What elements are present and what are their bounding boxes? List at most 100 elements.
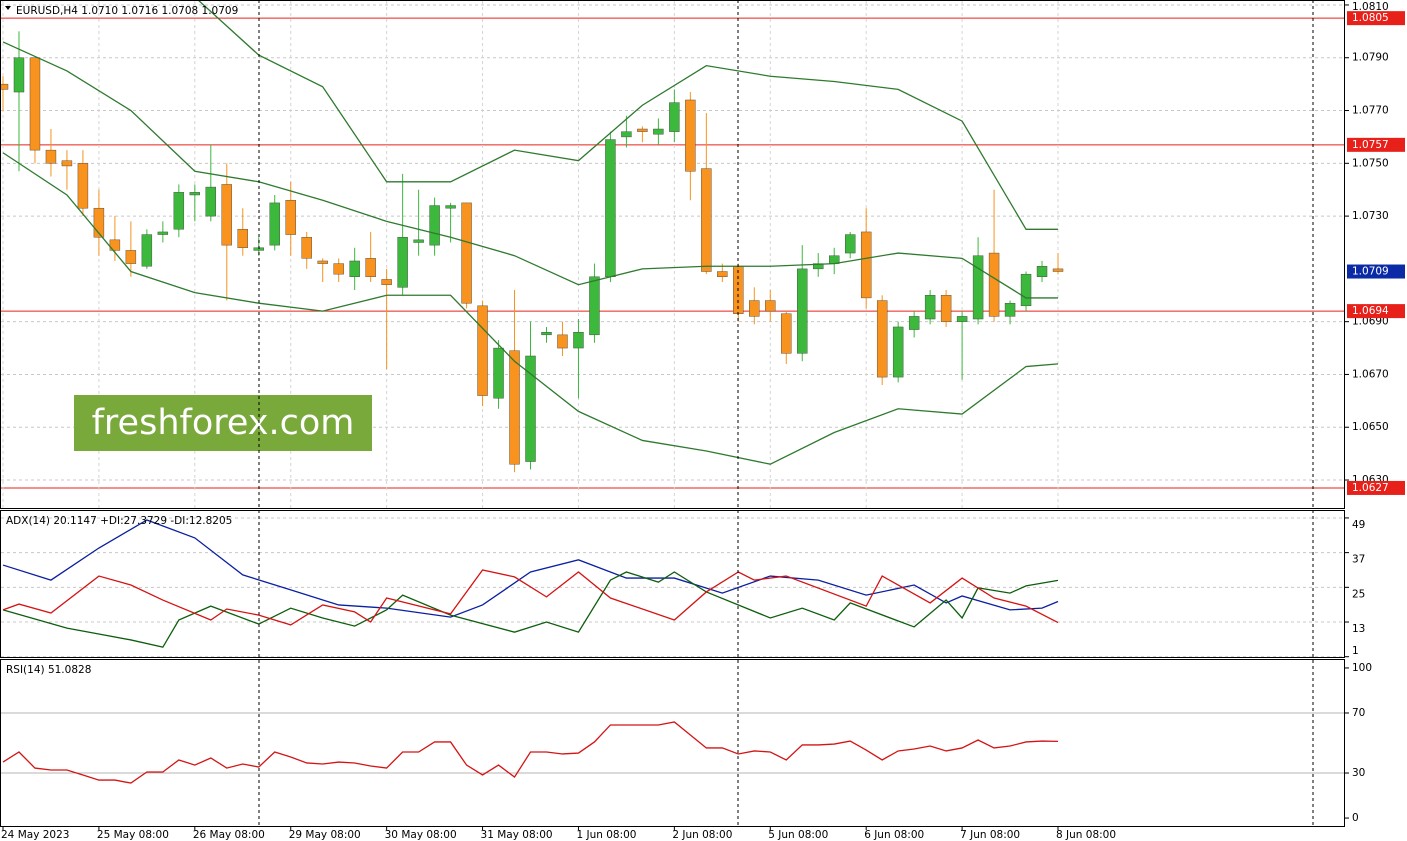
candle-body [221,184,232,246]
candle-body [13,57,25,93]
candle-body [813,263,824,270]
candle-body [509,350,520,465]
candle-body [557,334,568,349]
candle-body [445,205,456,209]
candle-body [173,192,185,230]
candle-body [77,163,89,209]
panel [1,517,1344,657]
x-tick-label: 6 Jun 08:00 [864,829,924,841]
candle-body [701,168,712,272]
candle-body [349,260,360,278]
candle-body [669,102,680,132]
candle-body [1020,273,1032,307]
candle-body [45,149,57,164]
candle-body [157,231,169,235]
level-label: 1.0805 [1352,12,1389,24]
level-label: 1.0627 [1352,482,1389,494]
y-tick-label: 1.0810 [1352,1,1389,13]
candle-body [637,128,648,132]
candle-body [956,316,968,322]
candle-body [1,83,9,90]
last-price-box [1347,264,1405,279]
symbol-menu-arrow [5,6,11,10]
candle-body [908,316,920,330]
candle-body [653,128,664,135]
main-panel-frame [0,0,1345,509]
indicator-line [2,721,1059,784]
candle-body [765,300,776,312]
candle-body [924,295,936,320]
y-tick-label: 1.0650 [1352,421,1389,433]
indicator-line [2,519,1059,618]
indicator-line [2,569,1059,626]
candle-body [605,139,616,278]
y-tick-label: 1.0690 [1352,316,1389,328]
level-label: 1.0694 [1352,305,1389,317]
candle-body [61,160,73,167]
candle-body [141,234,153,267]
y-tick-label: 0 [1352,812,1359,824]
bollinger-band [2,152,1059,465]
x-tick-label: 1 Jun 08:00 [576,829,636,841]
candle-body [860,231,872,299]
candle-body [589,276,600,336]
candle-body [876,300,888,378]
y-tick-label: 13 [1352,623,1365,635]
panel-title: EURUSD,H4 1.0710 1.0716 1.0708 1.0709 [16,5,238,17]
candle-body [1052,268,1064,272]
rsi-panel-frame [0,659,1345,827]
candle-body [749,300,760,317]
x-tick-label: 29 May 08:00 [289,829,361,841]
candle-body [1004,302,1016,317]
panel-title: ADX(14) 20.1147 +DI:27.3729 -DI:12.8205 [6,515,232,527]
indicator-line [2,571,1059,648]
candle-body [365,258,376,278]
candle-body [493,347,504,399]
x-tick-label: 25 May 08:00 [97,829,169,841]
x-tick-label: 26 May 08:00 [193,829,265,841]
y-tick-label: 1.0730 [1352,210,1389,222]
candle-body [781,313,792,354]
candle-body [125,250,137,264]
y-tick-label: 30 [1352,767,1365,779]
y-tick-label: 1 [1352,645,1359,657]
candle-body [477,305,488,396]
candle-body [381,279,392,285]
candle-body [573,332,584,349]
candle-body [685,99,696,172]
x-tick-label: 24 May 2023 [1,829,69,841]
candle-body [317,260,328,264]
candle-body [972,255,984,320]
candle-body [621,131,632,138]
candle-body [237,229,248,248]
candle-body [269,202,280,246]
x-tick-label: 7 Jun 08:00 [960,829,1020,841]
candle-body [525,355,536,462]
x-tick-label: 30 May 08:00 [385,829,457,841]
candle-body [797,268,808,354]
adx-panel-frame [0,510,1345,658]
x-tick-label: 2 Jun 08:00 [672,829,732,841]
y-tick-label: 100 [1352,662,1372,674]
level-label-box [1347,137,1405,152]
y-tick-label: 1.0790 [1352,52,1389,64]
y-tick-label: 25 [1352,588,1365,600]
candle-body [988,252,1000,317]
candle-body [397,237,408,288]
bollinger-band [2,41,1059,299]
candle-body [109,239,121,251]
panel-title: RSI(14) 51.0828 [6,664,91,676]
level-label-box [1347,480,1405,495]
candle-body [205,186,217,217]
candle-body [541,332,552,336]
candle-body [940,295,952,322]
candle-body [429,205,440,246]
candle-body [301,237,312,259]
candle-body [413,239,424,243]
candle-body [892,326,904,378]
level-label-box [1347,304,1405,319]
y-tick-label: 1.0750 [1352,157,1389,169]
candle-body [845,234,856,254]
